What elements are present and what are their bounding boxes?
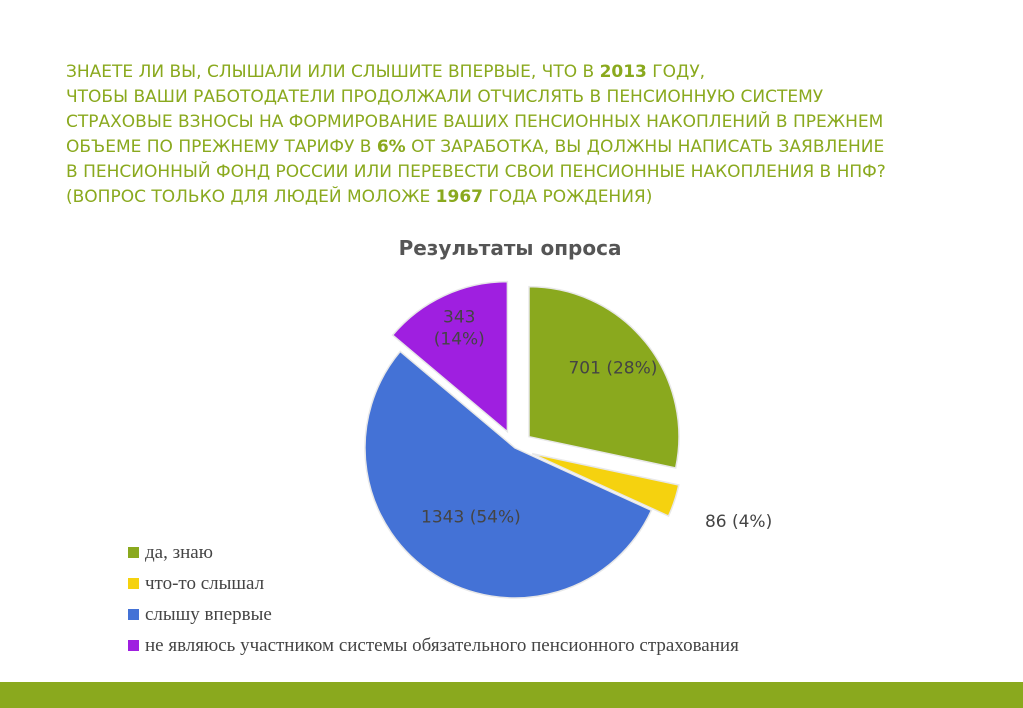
heading-line: СТРАХОВЫЕ ВЗНОСЫ НА ФОРМИРОВАНИЕ ВАШИХ П…: [66, 110, 1016, 135]
slice-data-label: 86 (4%): [705, 512, 772, 532]
legend-swatch: [128, 578, 139, 589]
heading-line: В ПЕНСИОННЫЙ ФОНД РОССИИ ИЛИ ПЕРЕВЕСТИ С…: [66, 160, 1016, 185]
footer-bar: [0, 682, 1023, 708]
pie-slice: [364, 350, 653, 599]
slice-data-label: 343 (14%): [434, 307, 485, 349]
heading-text: ЧТОБЫ ВАШИ РАБОТОДАТЕЛИ ПРОДОЛЖАЛИ ОТЧИС…: [66, 87, 824, 107]
legend-label: что-то слышал: [145, 572, 265, 594]
heading-text: ОБЪЕМЕ ПО ПРЕЖНЕМУ ТАРИФУ В: [66, 137, 377, 157]
heading-line: ОБЪЕМЕ ПО ПРЕЖНЕМУ ТАРИФУ В 6% ОТ ЗАРАБО…: [66, 135, 1016, 160]
heading-line: ЧТОБЫ ВАШИ РАБОТОДАТЕЛИ ПРОДОЛЖАЛИ ОТЧИС…: [66, 85, 1016, 110]
chart-title: Результаты опроса: [398, 236, 622, 260]
heading-highlight: 1967: [435, 187, 483, 207]
legend-item: не являюсь участником системы обязательн…: [128, 630, 739, 661]
heading-line: (ВОПРОС ТОЛЬКО ДЛЯ ЛЮДЕЙ МОЛОЖЕ 1967 ГОД…: [66, 185, 1016, 210]
slice-data-label: 1343 (54%): [421, 508, 521, 528]
legend-swatch: [128, 609, 139, 620]
heading-text: ЗНАЕТЕ ЛИ ВЫ, СЛЫШАЛИ ИЛИ СЛЫШИТЕ ВПЕРВЫ…: [66, 62, 600, 82]
question-heading: ЗНАЕТЕ ЛИ ВЫ, СЛЫШАЛИ ИЛИ СЛЫШИТЕ ВПЕРВЫ…: [66, 60, 1016, 210]
heading-text: (ВОПРОС ТОЛЬКО ДЛЯ ЛЮДЕЙ МОЛОЖЕ: [66, 187, 436, 207]
legend-label: слышу впервые: [145, 603, 272, 625]
slice-data-label: 701 (28%): [568, 359, 657, 379]
heading-text: ОТ ЗАРАБОТКА, ВЫ ДОЛЖНЫ НАПИСАТЬ ЗАЯВЛЕН…: [405, 137, 885, 157]
heading-text: ГОДА РОЖДЕНИЯ): [483, 187, 653, 207]
heading-highlight: 6%: [376, 137, 406, 157]
legend-label: не являюсь участником системы обязательн…: [145, 634, 739, 656]
heading-text: В ПЕНСИОННЫЙ ФОНД РОССИИ ИЛИ ПЕРЕВЕСТИ С…: [66, 162, 886, 182]
heading-highlight: 2013: [599, 62, 647, 82]
legend-item: да, знаю: [128, 537, 739, 568]
legend-item: что-то слышал: [128, 568, 739, 599]
legend-swatch: [128, 640, 139, 651]
legend-swatch: [128, 547, 139, 558]
heading-line: ЗНАЕТЕ ЛИ ВЫ, СЛЫШАЛИ ИЛИ СЛЫШИТЕ ВПЕРВЫ…: [66, 60, 1016, 85]
chart-legend: да, знаю что-то слышал слышу впервые не явл…: [128, 537, 739, 661]
pie-slice: [391, 280, 509, 434]
pie-slice: [531, 452, 680, 518]
legend-label: да, знаю: [145, 541, 213, 563]
legend-item: слышу впервые: [128, 599, 739, 630]
heading-text: ГОДУ,: [646, 62, 706, 82]
heading-text: СТРАХОВЫЕ ВЗНОСЫ НА ФОРМИРОВАНИЕ ВАШИХ П…: [66, 112, 884, 132]
pie-slice: [528, 285, 680, 469]
